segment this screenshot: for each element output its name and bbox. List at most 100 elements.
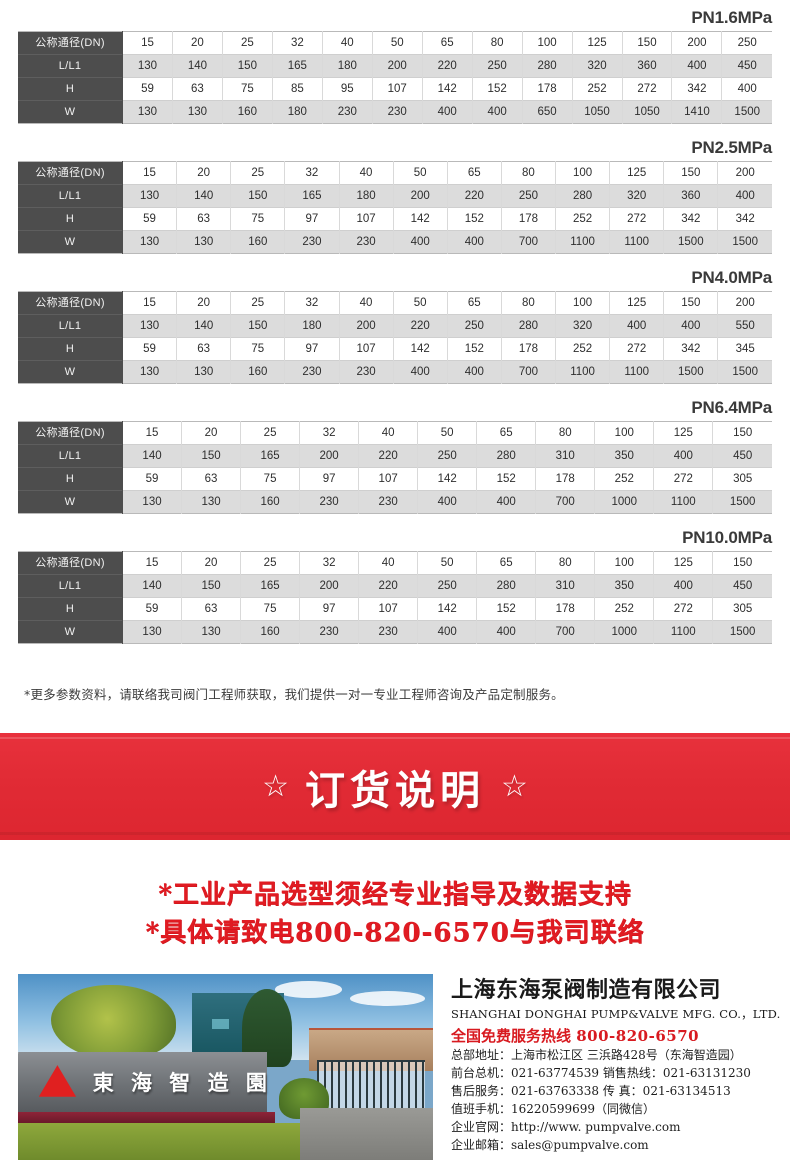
contact-row-label: 售后服务： <box>451 1084 512 1098</box>
table-cell: 80 <box>472 31 523 55</box>
table-cell: 200 <box>717 161 772 185</box>
row-label: L/L1 <box>18 184 123 208</box>
contact-row-label: 前台总机： <box>451 1066 512 1080</box>
table-cell: 130 <box>181 620 242 644</box>
table-cell: 230 <box>299 490 360 514</box>
row-label: 公称通径(DN) <box>18 31 123 55</box>
table-cell: 1500 <box>712 490 772 514</box>
table-cell: 59 <box>122 597 183 621</box>
cloud-shape <box>275 981 342 999</box>
table-cell: 280 <box>501 314 557 338</box>
table-row: H 59 63 75 97 107 142 152 178 252 272 342 342 <box>18 207 772 231</box>
table-cell: 400 <box>476 490 537 514</box>
contact-row-label: 总部地址： <box>451 1048 512 1062</box>
row-label: W <box>18 230 123 254</box>
table-cell: 32 <box>272 31 323 55</box>
table-cell: 20 <box>181 551 242 575</box>
table-cell: 32 <box>284 161 340 185</box>
table-cell: 1050 <box>572 100 623 124</box>
table-cell: 230 <box>299 620 360 644</box>
spec-block: PN2.5MPa 公称通径(DN) 15 20 25 32 40 50 65 80 100 125 15… <box>0 138 790 268</box>
table-cell: 32 <box>299 551 360 575</box>
table-cell: 272 <box>609 207 665 231</box>
table-cell: 280 <box>476 444 537 468</box>
table-cell: 32 <box>284 291 340 315</box>
table-cell: 320 <box>609 184 665 208</box>
row-label: H <box>18 77 123 101</box>
table-cell: 252 <box>555 207 611 231</box>
table-cell: 65 <box>447 161 502 185</box>
cloud-shape <box>350 990 425 1006</box>
table-cell: 342 <box>663 337 719 361</box>
table-cell: 350 <box>594 574 655 598</box>
table-cell: 180 <box>322 54 373 78</box>
table-cell: 130 <box>172 100 223 124</box>
spec-table: 公称通径(DN) 15 20 25 32 40 50 65 80 100 125 150 L/L1 140… <box>18 551 772 644</box>
table-cell: 178 <box>501 207 557 231</box>
table-cell: 165 <box>240 574 301 598</box>
star-icon-left: ☆ <box>262 769 289 803</box>
table-cell: 130 <box>122 100 173 124</box>
table-cell: 100 <box>555 291 611 315</box>
row-label: L/L1 <box>18 444 123 468</box>
table-cell: 40 <box>339 161 394 185</box>
table-cell: 230 <box>358 620 419 644</box>
table-cell: 107 <box>358 597 419 621</box>
table-row: W 130 130 160 230 230 400 400 700 1100 1100 1500 150… <box>18 360 772 384</box>
table-row: W 130 130 160 230 230 400 400 700 1000 1100 1500 <box>18 490 772 514</box>
table-cell: 59 <box>122 337 178 361</box>
pressure-rating-title: PN4.0MPa <box>691 268 772 287</box>
table-row: 公称通径(DN) 15 20 25 32 40 50 65 80 100 125 150 <box>18 551 772 575</box>
table-cell: 152 <box>447 207 502 231</box>
table-cell: 25 <box>222 31 273 55</box>
table-row: 公称通径(DN) 15 20 25 32 40 50 65 80 100 125 150 <box>18 421 772 445</box>
table-cell: 50 <box>393 291 448 315</box>
table-cell: 1000 <box>594 620 655 644</box>
table-cell: 95 <box>322 77 373 101</box>
table-cell: 230 <box>339 360 394 384</box>
table-cell: 220 <box>393 314 448 338</box>
table-cell: 250 <box>417 444 478 468</box>
table-cell: 250 <box>417 574 478 598</box>
contact-row-value: http://www. pumpvalve.com <box>511 1120 681 1134</box>
table-cell: 1500 <box>663 230 719 254</box>
table-cell: 160 <box>230 230 286 254</box>
table-cell: 63 <box>176 207 232 231</box>
table-cell: 130 <box>122 184 178 208</box>
table-cell: 160 <box>230 360 286 384</box>
table-cell: 252 <box>594 597 655 621</box>
pressure-rating-title: PN6.4MPa <box>691 398 772 417</box>
table-cell: 97 <box>299 597 360 621</box>
table-cell: 200 <box>717 291 772 315</box>
row-label: 公称通径(DN) <box>18 291 123 315</box>
contact-row: 企业官网：http://www. pumpvalve.com <box>451 1118 790 1136</box>
table-cell: 165 <box>272 54 323 78</box>
table-cell: 140 <box>176 314 232 338</box>
spec-table: 公称通径(DN) 15 20 25 32 40 50 65 80 100 125 150 200 L/L1… <box>18 291 772 384</box>
table-cell: 400 <box>417 490 478 514</box>
photo-lawn <box>18 1122 317 1160</box>
row-label: H <box>18 597 123 621</box>
table-cell: 59 <box>122 77 173 101</box>
table-cell: 140 <box>176 184 232 208</box>
table-cell: 65 <box>476 551 537 575</box>
table-cell: 178 <box>522 77 573 101</box>
table-cell: 400 <box>393 360 448 384</box>
table-cell: 360 <box>622 54 673 78</box>
table-cell: 1100 <box>653 620 714 644</box>
table-cell: 400 <box>721 77 772 101</box>
table-cell: 150 <box>181 574 242 598</box>
table-cell: 1100 <box>609 360 665 384</box>
table-cell: 15 <box>122 551 183 575</box>
table-cell: 63 <box>172 77 223 101</box>
table-cell: 160 <box>240 490 301 514</box>
table-cell: 200 <box>393 184 448 208</box>
table-cell: 252 <box>594 467 655 491</box>
table-cell: 150 <box>663 161 719 185</box>
table-cell: 360 <box>663 184 719 208</box>
table-cell: 20 <box>176 291 232 315</box>
table-cell: 200 <box>339 314 394 338</box>
table-cell: 230 <box>372 100 423 124</box>
block-spacer <box>0 384 790 398</box>
table-cell: 150 <box>181 444 242 468</box>
